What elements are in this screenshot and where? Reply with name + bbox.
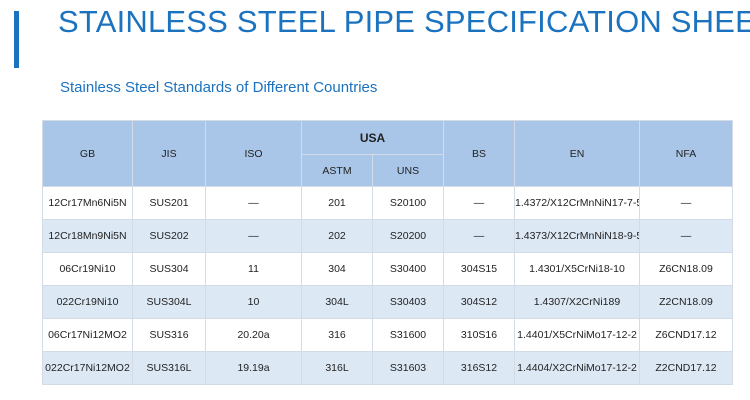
cell-astm: 202 [301,219,373,253]
cell-en: 1.4307/X2CrNi189 [514,285,640,319]
cell-nfa: Z2CND17.12 [639,351,733,385]
cell-iso: 11 [205,252,302,286]
header-bs: BS [443,120,515,187]
cell-gb: 12Cr17Mn6Ni5N [42,186,133,220]
cell-bs: 304S15 [443,252,515,286]
table-row: 022Cr19Ni10 SUS304L 10 304L S30403 304S1… [42,285,733,319]
cell-iso: — [205,186,302,220]
cell-uns: S20100 [372,186,444,220]
cell-jis: SUS316 [132,318,206,352]
cell-uns: S30403 [372,285,444,319]
cell-en: 1.4404/X2CrNiMo17-12-2 [514,351,640,385]
cell-bs: 316S12 [443,351,515,385]
cell-uns: S31600 [372,318,444,352]
cell-en: 1.4373/X12CrMnNiN18-9-5 [514,219,640,253]
table-body: 12Cr17Mn6Ni5N SUS201 — 201 S20100 — 1.43… [42,186,733,385]
cell-astm: 316L [301,351,373,385]
cell-astm: 316 [301,318,373,352]
cell-jis: SUS304 [132,252,206,286]
header-en: EN [514,120,640,187]
header-usa-group: USA [301,120,444,155]
header-nfa: NFA [639,120,733,187]
cell-bs: 304S12 [443,285,515,319]
cell-bs: — [443,186,515,220]
cell-nfa: Z6CND17.12 [639,318,733,352]
cell-astm: 201 [301,186,373,220]
cell-en: 1.4301/X5CrNi18-10 [514,252,640,286]
table-row: 06Cr17Ni12MO2 SUS316 20.20a 316 S31600 3… [42,318,733,352]
section-subtitle: Stainless Steel Standards of Different C… [60,79,378,96]
table-row: 12Cr17Mn6Ni5N SUS201 — 201 S20100 — 1.43… [42,186,733,220]
cell-gb: 022Cr19Ni10 [42,285,133,319]
cell-nfa: Z2CN18.09 [639,285,733,319]
cell-gb: 022Cr17Ni12MO2 [42,351,133,385]
cell-astm: 304L [301,285,373,319]
cell-gb: 06Cr17Ni12MO2 [42,318,133,352]
cell-jis: SUS201 [132,186,206,220]
title-accent-bar [14,11,19,68]
cell-nfa: Z6CN18.09 [639,252,733,286]
cell-astm: 304 [301,252,373,286]
cell-iso: 10 [205,285,302,319]
standards-table: GB JIS ISO USA BS EN NFA ASTM UNS 12Cr17… [42,120,733,385]
cell-iso: — [205,219,302,253]
table-row: 12Cr18Mn9Ni5N SUS202 — 202 S20200 — 1.43… [42,219,733,253]
table-header: GB JIS ISO USA BS EN NFA ASTM UNS [42,120,733,187]
header-iso: ISO [205,120,302,187]
cell-bs: — [443,219,515,253]
cell-bs: 310S16 [443,318,515,352]
cell-iso: 20.20a [205,318,302,352]
table-row: 022Cr17Ni12MO2 SUS316L 19.19a 316L S3160… [42,351,733,385]
cell-gb: 06Cr19Ni10 [42,252,133,286]
cell-nfa: — [639,186,733,220]
header-jis: JIS [132,120,206,187]
cell-nfa: — [639,219,733,253]
header-gb: GB [42,120,133,187]
cell-uns: S20200 [372,219,444,253]
table-row: 06Cr19Ni10 SUS304 11 304 S30400 304S15 1… [42,252,733,286]
cell-en: 1.4372/X12CrMnNiN17-7-5 [514,186,640,220]
cell-uns: S31603 [372,351,444,385]
page-title: STAINLESS STEEL PIPE SPECIFICATION SHEET [58,4,750,39]
header-astm: ASTM [301,154,373,187]
cell-jis: SUS202 [132,219,206,253]
cell-iso: 19.19a [205,351,302,385]
header-uns: UNS [372,154,444,187]
cell-en: 1.4401/X5CrNiMo17-12-2 [514,318,640,352]
cell-jis: SUS304L [132,285,206,319]
cell-uns: S30400 [372,252,444,286]
cell-gb: 12Cr18Mn9Ni5N [42,219,133,253]
cell-jis: SUS316L [132,351,206,385]
